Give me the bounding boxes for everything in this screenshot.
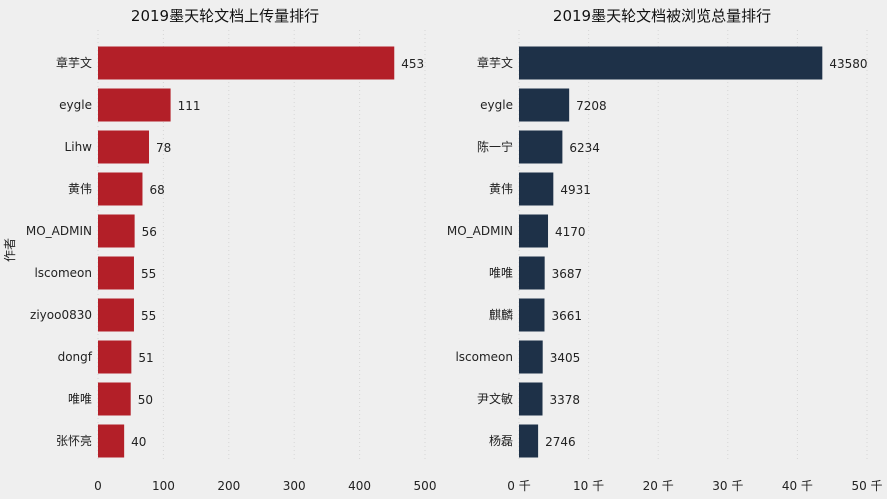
bar[interactable] — [98, 298, 134, 332]
x-tick-label: 500 — [414, 479, 437, 493]
bar[interactable] — [519, 88, 570, 122]
bar[interactable] — [98, 382, 131, 416]
data-label: 51 — [138, 351, 153, 365]
x-tick-label: 10 千 — [573, 479, 604, 493]
x-tick-label: 200 — [217, 479, 240, 493]
category-label: 唯唯 — [68, 392, 92, 406]
category-label: 张怀亮 — [56, 433, 92, 448]
chart-title: 2019墨天轮文档上传量排行 — [131, 7, 319, 25]
category-label: MO_ADMIN — [447, 224, 513, 238]
category-label: 陈一宁 — [477, 139, 513, 154]
category-label: lscomeon — [455, 350, 513, 364]
category-label: 黄伟 — [68, 182, 92, 196]
data-label: 43580 — [829, 57, 867, 71]
x-tick-label: 30 千 — [712, 479, 743, 493]
x-tick-label: 100 — [152, 479, 175, 493]
bar[interactable] — [519, 172, 554, 206]
x-tick-label: 40 千 — [782, 479, 813, 493]
category-label: 尹文敏 — [477, 391, 513, 406]
data-label: 56 — [142, 225, 157, 239]
data-label: 78 — [156, 141, 171, 155]
bar[interactable] — [98, 256, 134, 290]
x-tick-label: 50 千 — [851, 479, 882, 493]
category-label: ziyoo0830 — [30, 308, 92, 322]
bar[interactable] — [98, 130, 150, 164]
upload-ranking-chart: 2019墨天轮文档上传量排行 作者 0 100 200 300 400 500 章芋文 453… — [3, 7, 436, 493]
bar[interactable] — [98, 214, 135, 248]
x-tick-label: 0 — [94, 479, 102, 493]
data-label: 3378 — [550, 393, 581, 407]
data-label: 7208 — [576, 99, 607, 113]
data-label: 3687 — [552, 267, 583, 281]
bar[interactable] — [98, 340, 132, 374]
category-label: 黄伟 — [489, 182, 513, 196]
category-label: eygle — [480, 98, 513, 112]
data-label: 40 — [131, 435, 146, 449]
category-label: lscomeon — [34, 266, 92, 280]
x-tick-label: 300 — [283, 479, 306, 493]
data-label: 68 — [149, 183, 164, 197]
data-label: 4931 — [560, 183, 591, 197]
data-label: 6234 — [569, 141, 600, 155]
bar[interactable] — [519, 130, 563, 164]
data-label: 111 — [178, 99, 201, 113]
bar[interactable] — [98, 172, 143, 206]
y-axis-label: 作者 — [3, 238, 17, 262]
bar[interactable] — [519, 340, 543, 374]
data-label: 55 — [141, 267, 156, 281]
category-label: MO_ADMIN — [26, 224, 92, 238]
category-label: 章芋文 — [56, 55, 92, 70]
chart-title: 2019墨天轮文档被浏览总量排行 — [553, 7, 771, 25]
x-tick-label: 0 千 — [507, 479, 530, 493]
bar[interactable] — [519, 382, 543, 416]
category-label: eygle — [59, 98, 92, 112]
bar[interactable] — [98, 424, 125, 458]
category-label: 章芋文 — [477, 55, 513, 70]
category-label: dongf — [58, 350, 93, 364]
bar[interactable] — [519, 424, 539, 458]
bar[interactable] — [98, 88, 171, 122]
category-label: 唯唯 — [489, 266, 513, 280]
category-label: 麒麟 — [489, 307, 513, 322]
data-label: 3405 — [550, 351, 581, 365]
category-label: Lihw — [65, 140, 93, 154]
category-label: 杨磊 — [489, 433, 513, 448]
x-tick-label: 20 千 — [643, 479, 674, 493]
data-label: 3661 — [551, 309, 582, 323]
bar[interactable] — [98, 46, 395, 80]
bar[interactable] — [519, 46, 823, 80]
views-ranking-chart: 2019墨天轮文档被浏览总量排行 0 千 10 千 20 千 30 千 40 千 50 千… — [447, 7, 883, 493]
bar[interactable] — [519, 256, 545, 290]
data-label: 453 — [401, 57, 424, 71]
data-label: 2746 — [545, 435, 576, 449]
data-label: 55 — [141, 309, 156, 323]
x-tick-label: 400 — [348, 479, 371, 493]
bar[interactable] — [519, 214, 549, 248]
bar[interactable] — [519, 298, 545, 332]
data-label: 4170 — [555, 225, 586, 239]
data-label: 50 — [138, 393, 153, 407]
